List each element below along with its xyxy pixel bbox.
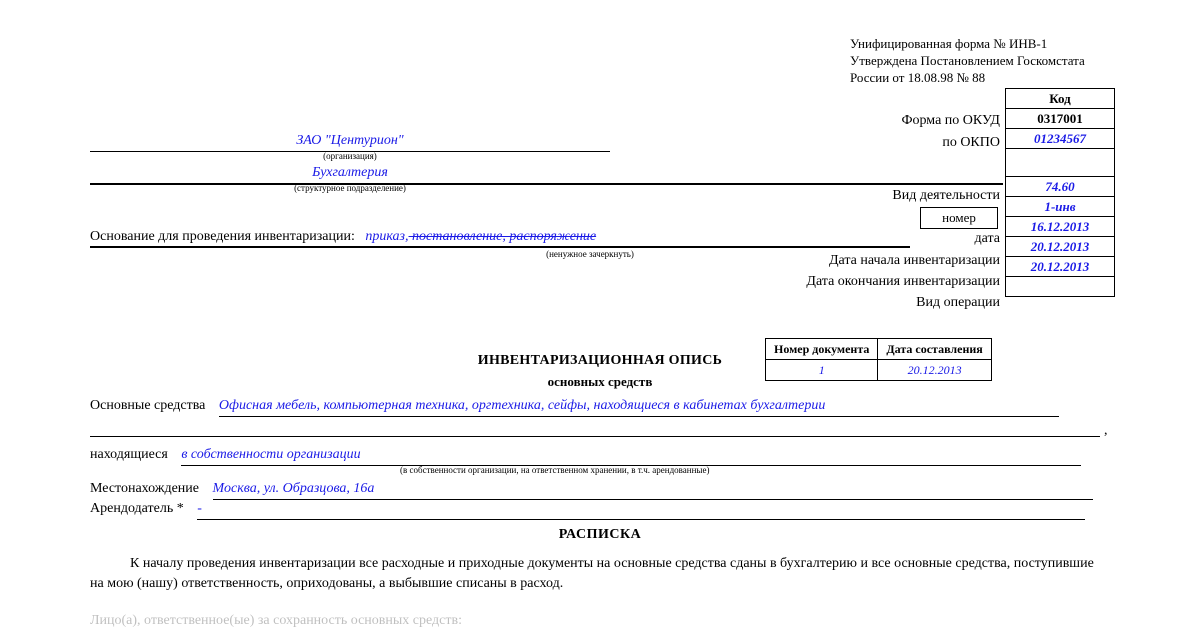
end-date: 20.12.2013	[1006, 257, 1115, 277]
start-label: Дата начала инвентаризации	[829, 252, 1000, 271]
raspiska-body: К началу проведения инвентаризации все р…	[90, 554, 1110, 593]
org-caption: (организация)	[90, 150, 610, 162]
divider-1	[90, 183, 1003, 185]
oper-blank	[1006, 277, 1115, 297]
assets-label: Основные средства	[90, 397, 205, 416]
title-block: ИНВЕНТАРИЗАЦИОННАЯ ОПИСЬ основных средст…	[0, 352, 1200, 390]
okpo-label: по ОКПО	[942, 134, 1000, 153]
dept-name: Бухгалтерия	[90, 164, 610, 184]
end-label: Дата окончания инвентаризации	[806, 273, 1000, 292]
trailing-comma: ,	[1104, 422, 1108, 441]
okpo-value: 01234567	[1006, 129, 1115, 149]
assets-value: Офисная мебель, компьютерная техника, ор…	[219, 397, 1059, 417]
code-header: Код	[1006, 89, 1115, 109]
start-date: 20.12.2013	[1006, 237, 1115, 257]
title-sub: основных средств	[0, 373, 1200, 391]
divider-2	[90, 246, 910, 248]
located-row: находящиеся в собственности организации	[90, 446, 1110, 466]
form-ref-line2: Утверждена Постановлением Госкомстата	[850, 53, 1150, 70]
basis-plain: приказ,	[365, 229, 408, 244]
raspiska-title: РАСПИСКА	[0, 526, 1200, 545]
form-ref-line1: Унифицированная форма № ИНВ-1	[850, 36, 1150, 53]
basis-label: Основание для проведения инвентаризации:	[90, 229, 355, 244]
assets-line2	[90, 436, 1100, 437]
oper-label: Вид операции	[916, 294, 1000, 313]
code-blank-1	[1006, 149, 1115, 177]
place-label: Местонахождение	[90, 480, 199, 499]
assets-row: Основные средства Офисная мебель, компью…	[90, 397, 1110, 417]
okud-label: Форма по ОКУД	[901, 112, 1000, 131]
code-table: Код 0317001 01234567 74.60 1-инв 16.12.2…	[1005, 88, 1115, 297]
lessor-label: Арендодатель *	[90, 500, 184, 519]
basis-caption: (ненужное зачеркнуть)	[430, 248, 750, 260]
basis-date: 16.12.2013	[1006, 217, 1115, 237]
place-value: Москва, ул. Образцова, 16а	[213, 480, 1093, 500]
activity-label: Вид деятельности	[892, 187, 1000, 206]
basis-number: 1-инв	[1006, 197, 1115, 217]
located-caption: (в собственности организации, на ответст…	[400, 464, 1000, 476]
lessor-row: Арендодатель * -	[90, 500, 1110, 520]
number-label-box: номер	[920, 207, 998, 229]
org-name: ЗАО "Центурион"	[90, 132, 610, 152]
place-row: Местонахождение Москва, ул. Образцова, 1…	[90, 480, 1110, 500]
title-main: ИНВЕНТАРИЗАЦИОННАЯ ОПИСЬ	[0, 352, 1200, 371]
document-page: Унифицированная форма № ИНВ-1 Утверждена…	[0, 0, 1200, 30]
located-label: находящиеся	[90, 446, 168, 465]
activity-value: 74.60	[1006, 177, 1115, 197]
located-value: в собственности организации	[181, 446, 1081, 466]
lessor-value: -	[197, 500, 1085, 520]
okud-value: 0317001	[1006, 109, 1115, 129]
form-ref-line3: России от 18.08.98 № 88	[850, 70, 1150, 87]
basis-struck: постановление, распоряжение	[409, 229, 597, 244]
basis-value: приказ, постановление, распоряжение	[365, 228, 685, 248]
responsible-label: Лицо(а), ответственное(ые) за сохранност…	[90, 612, 462, 631]
basis-row: Основание для проведения инвентаризации:…	[90, 228, 910, 248]
date-label: дата	[975, 230, 1000, 249]
form-reference: Унифицированная форма № ИНВ-1 Утверждена…	[850, 36, 1150, 87]
